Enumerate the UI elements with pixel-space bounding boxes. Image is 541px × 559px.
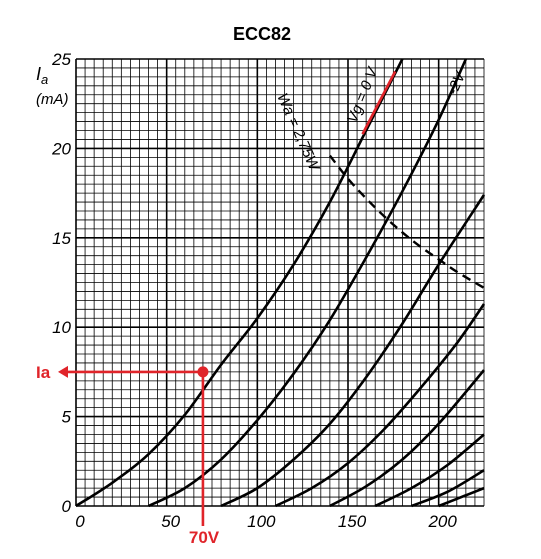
y-tick-label: 15 xyxy=(52,229,71,248)
y-tick-label: 25 xyxy=(51,50,71,69)
y-axis-unit: (mA) xyxy=(36,91,69,108)
annotation xyxy=(58,365,209,526)
x-tick-label: 50 xyxy=(161,512,180,531)
curve-line xyxy=(438,486,485,508)
ia-label: Ia xyxy=(36,363,51,382)
curve-line xyxy=(147,58,468,508)
curve-line xyxy=(374,433,485,508)
curve-line xyxy=(220,194,486,508)
y-tick-label: 20 xyxy=(51,139,71,158)
ia-arrowhead xyxy=(58,365,68,378)
x-tick-label: 200 xyxy=(427,512,457,531)
curve-line xyxy=(410,469,485,508)
operating-point xyxy=(197,366,209,378)
curve-line xyxy=(274,303,486,508)
voltage-label: 70V xyxy=(189,528,220,547)
x-tick-label: 0 xyxy=(75,512,85,531)
highlight-segment xyxy=(361,70,397,135)
curve-line xyxy=(329,369,485,508)
dissipation-curve xyxy=(328,154,485,289)
y-axis-symbol: Ia xyxy=(36,64,48,87)
y-tick-label: 5 xyxy=(62,408,72,427)
y-tick-label: 10 xyxy=(52,318,71,337)
chart-title: ECC82 xyxy=(233,24,291,44)
curves xyxy=(75,58,486,508)
y-tick-label: 0 xyxy=(62,497,72,516)
x-tick-labels: 0 50 100 150 200 xyxy=(75,512,457,531)
x-tick-label: 100 xyxy=(247,512,276,531)
grid xyxy=(75,58,485,507)
curve-line xyxy=(75,58,404,508)
y-tick-labels: 0 5 10 15 20 25 xyxy=(51,50,71,516)
x-tick-label: 150 xyxy=(338,512,367,531)
